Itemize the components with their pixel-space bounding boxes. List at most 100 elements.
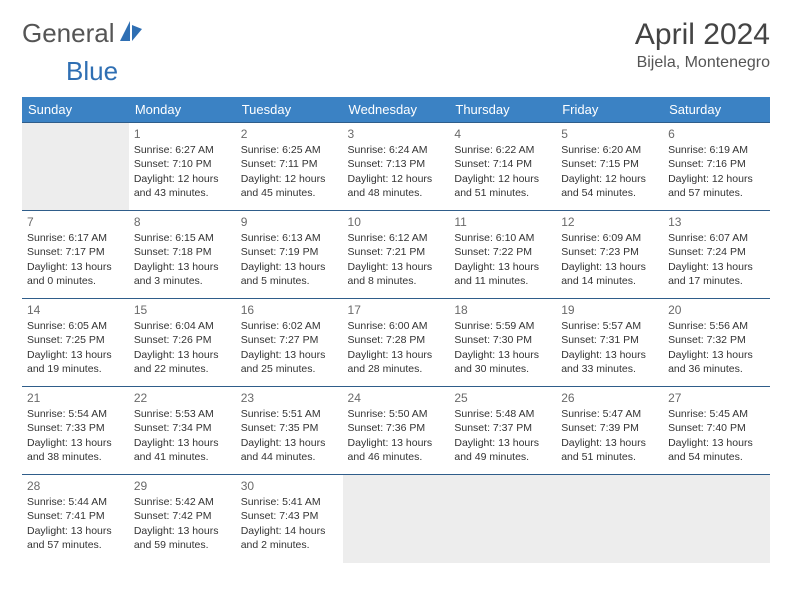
calendar-cell: 24Sunrise: 5:50 AMSunset: 7:36 PMDayligh…	[343, 387, 450, 475]
weekday-header: Friday	[556, 97, 663, 123]
daylight-line: Daylight: 12 hours and 43 minutes.	[134, 172, 231, 200]
sunset-line: Sunset: 7:11 PM	[241, 157, 338, 171]
calendar-cell: 14Sunrise: 6:05 AMSunset: 7:25 PMDayligh…	[22, 299, 129, 387]
calendar-cell: 15Sunrise: 6:04 AMSunset: 7:26 PMDayligh…	[129, 299, 236, 387]
sunrise-line: Sunrise: 5:59 AM	[454, 319, 551, 333]
calendar-cell: 30Sunrise: 5:41 AMSunset: 7:43 PMDayligh…	[236, 475, 343, 563]
weekday-header: Saturday	[663, 97, 770, 123]
sunrise-line: Sunrise: 6:22 AM	[454, 143, 551, 157]
day-number: 5	[561, 126, 658, 142]
daylight-line: Daylight: 13 hours and 36 minutes.	[668, 348, 765, 376]
calendar-cell: 4Sunrise: 6:22 AMSunset: 7:14 PMDaylight…	[449, 123, 556, 211]
calendar-cell: 12Sunrise: 6:09 AMSunset: 7:23 PMDayligh…	[556, 211, 663, 299]
day-number: 8	[134, 214, 231, 230]
weekday-header: Monday	[129, 97, 236, 123]
calendar-cell: 5Sunrise: 6:20 AMSunset: 7:15 PMDaylight…	[556, 123, 663, 211]
sunset-line: Sunset: 7:13 PM	[348, 157, 445, 171]
daylight-line: Daylight: 13 hours and 5 minutes.	[241, 260, 338, 288]
daylight-line: Daylight: 13 hours and 51 minutes.	[561, 436, 658, 464]
weekday-header: Wednesday	[343, 97, 450, 123]
calendar-cell: 16Sunrise: 6:02 AMSunset: 7:27 PMDayligh…	[236, 299, 343, 387]
day-number: 23	[241, 390, 338, 406]
sunset-line: Sunset: 7:41 PM	[27, 509, 124, 523]
calendar-cell: 13Sunrise: 6:07 AMSunset: 7:24 PMDayligh…	[663, 211, 770, 299]
day-number: 22	[134, 390, 231, 406]
sunrise-line: Sunrise: 5:53 AM	[134, 407, 231, 421]
calendar-cell: 25Sunrise: 5:48 AMSunset: 7:37 PMDayligh…	[449, 387, 556, 475]
daylight-line: Daylight: 13 hours and 28 minutes.	[348, 348, 445, 376]
sunrise-line: Sunrise: 6:27 AM	[134, 143, 231, 157]
calendar-cell: 17Sunrise: 6:00 AMSunset: 7:28 PMDayligh…	[343, 299, 450, 387]
day-number: 24	[348, 390, 445, 406]
sunrise-line: Sunrise: 6:05 AM	[27, 319, 124, 333]
daylight-line: Daylight: 13 hours and 8 minutes.	[348, 260, 445, 288]
daylight-line: Daylight: 13 hours and 3 minutes.	[134, 260, 231, 288]
sunset-line: Sunset: 7:24 PM	[668, 245, 765, 259]
sunset-line: Sunset: 7:28 PM	[348, 333, 445, 347]
day-number: 12	[561, 214, 658, 230]
daylight-line: Daylight: 13 hours and 19 minutes.	[27, 348, 124, 376]
logo: General	[22, 18, 147, 49]
daylight-line: Daylight: 13 hours and 38 minutes.	[27, 436, 124, 464]
weekday-header: Sunday	[22, 97, 129, 123]
sunset-line: Sunset: 7:22 PM	[454, 245, 551, 259]
sunrise-line: Sunrise: 5:57 AM	[561, 319, 658, 333]
calendar-cell: 8Sunrise: 6:15 AMSunset: 7:18 PMDaylight…	[129, 211, 236, 299]
day-number: 25	[454, 390, 551, 406]
sunrise-line: Sunrise: 6:19 AM	[668, 143, 765, 157]
sunrise-line: Sunrise: 5:48 AM	[454, 407, 551, 421]
calendar-cell	[22, 123, 129, 211]
calendar-cell: 3Sunrise: 6:24 AMSunset: 7:13 PMDaylight…	[343, 123, 450, 211]
daylight-line: Daylight: 13 hours and 41 minutes.	[134, 436, 231, 464]
calendar-cell: 1Sunrise: 6:27 AMSunset: 7:10 PMDaylight…	[129, 123, 236, 211]
day-number: 13	[668, 214, 765, 230]
daylight-line: Daylight: 13 hours and 25 minutes.	[241, 348, 338, 376]
weekday-header: Thursday	[449, 97, 556, 123]
daylight-line: Daylight: 12 hours and 45 minutes.	[241, 172, 338, 200]
sunrise-line: Sunrise: 5:41 AM	[241, 495, 338, 509]
sail-icon	[118, 19, 144, 48]
sunrise-line: Sunrise: 6:00 AM	[348, 319, 445, 333]
calendar-row: 7Sunrise: 6:17 AMSunset: 7:17 PMDaylight…	[22, 211, 770, 299]
daylight-line: Daylight: 14 hours and 2 minutes.	[241, 524, 338, 552]
calendar-cell: 20Sunrise: 5:56 AMSunset: 7:32 PMDayligh…	[663, 299, 770, 387]
calendar-cell: 10Sunrise: 6:12 AMSunset: 7:21 PMDayligh…	[343, 211, 450, 299]
daylight-line: Daylight: 13 hours and 54 minutes.	[668, 436, 765, 464]
daylight-line: Daylight: 13 hours and 49 minutes.	[454, 436, 551, 464]
calendar-cell: 26Sunrise: 5:47 AMSunset: 7:39 PMDayligh…	[556, 387, 663, 475]
day-number: 18	[454, 302, 551, 318]
day-number: 15	[134, 302, 231, 318]
sunrise-line: Sunrise: 6:17 AM	[27, 231, 124, 245]
sunset-line: Sunset: 7:31 PM	[561, 333, 658, 347]
sunset-line: Sunset: 7:36 PM	[348, 421, 445, 435]
calendar-cell: 27Sunrise: 5:45 AMSunset: 7:40 PMDayligh…	[663, 387, 770, 475]
sunset-line: Sunset: 7:18 PM	[134, 245, 231, 259]
sunset-line: Sunset: 7:16 PM	[668, 157, 765, 171]
sunset-line: Sunset: 7:35 PM	[241, 421, 338, 435]
sunrise-line: Sunrise: 6:12 AM	[348, 231, 445, 245]
sunrise-line: Sunrise: 5:42 AM	[134, 495, 231, 509]
daylight-line: Daylight: 13 hours and 46 minutes.	[348, 436, 445, 464]
daylight-line: Daylight: 12 hours and 48 minutes.	[348, 172, 445, 200]
day-number: 3	[348, 126, 445, 142]
calendar-cell: 19Sunrise: 5:57 AMSunset: 7:31 PMDayligh…	[556, 299, 663, 387]
sunrise-line: Sunrise: 5:54 AM	[27, 407, 124, 421]
day-number: 14	[27, 302, 124, 318]
sunset-line: Sunset: 7:14 PM	[454, 157, 551, 171]
daylight-line: Daylight: 13 hours and 17 minutes.	[668, 260, 765, 288]
sunrise-line: Sunrise: 6:15 AM	[134, 231, 231, 245]
calendar-cell: 23Sunrise: 5:51 AMSunset: 7:35 PMDayligh…	[236, 387, 343, 475]
logo-text-2: Blue	[66, 56, 118, 86]
calendar-cell	[556, 475, 663, 563]
sunset-line: Sunset: 7:43 PM	[241, 509, 338, 523]
calendar-cell: 11Sunrise: 6:10 AMSunset: 7:22 PMDayligh…	[449, 211, 556, 299]
sunrise-line: Sunrise: 5:45 AM	[668, 407, 765, 421]
daylight-line: Daylight: 13 hours and 33 minutes.	[561, 348, 658, 376]
sunrise-line: Sunrise: 6:13 AM	[241, 231, 338, 245]
daylight-line: Daylight: 13 hours and 44 minutes.	[241, 436, 338, 464]
day-number: 27	[668, 390, 765, 406]
calendar-cell	[449, 475, 556, 563]
sunrise-line: Sunrise: 6:07 AM	[668, 231, 765, 245]
daylight-line: Daylight: 13 hours and 30 minutes.	[454, 348, 551, 376]
calendar-cell: 21Sunrise: 5:54 AMSunset: 7:33 PMDayligh…	[22, 387, 129, 475]
